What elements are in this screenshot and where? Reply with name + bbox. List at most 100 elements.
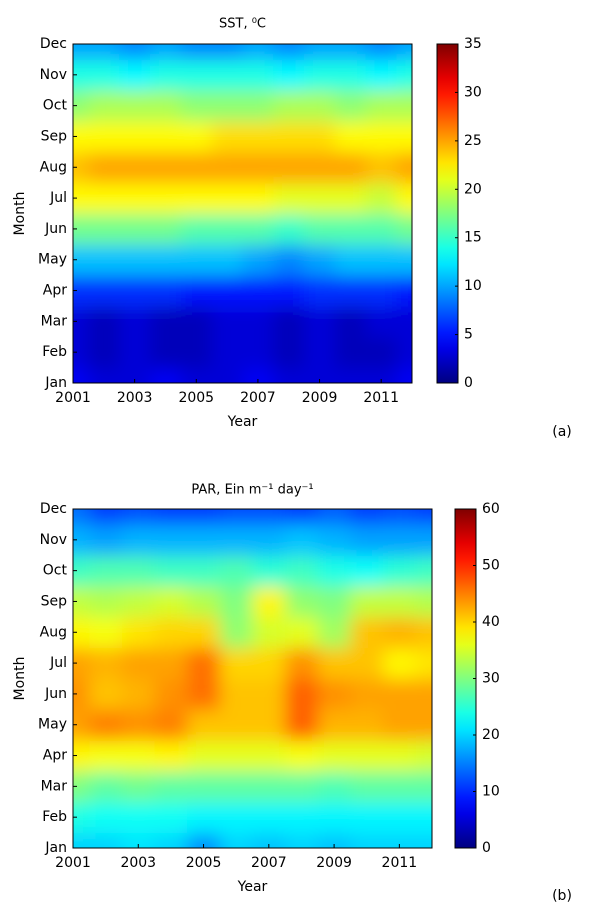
plot-frame	[72, 43, 413, 384]
heat-cell	[273, 44, 305, 60]
heat-cell	[180, 213, 213, 245]
heat-cell	[365, 275, 398, 307]
heat-cell	[219, 770, 253, 803]
heat-cell	[304, 182, 336, 214]
y-tick-label: Mar	[41, 313, 68, 329]
heat-cell	[150, 244, 182, 276]
heat-cell	[154, 709, 188, 741]
heat-cell	[334, 59, 367, 91]
y-tick-label: Sep	[41, 593, 68, 609]
heat-cell	[121, 740, 156, 772]
heat-cell	[89, 678, 123, 710]
heat-cell	[73, 586, 90, 618]
heat-cell	[334, 182, 367, 214]
heat-cell	[304, 90, 336, 122]
heat-cell	[383, 740, 417, 772]
heat-cell	[88, 182, 120, 214]
x-tick-label: 2001	[55, 855, 91, 871]
heat-cell	[73, 213, 89, 245]
heat-cell	[73, 555, 90, 587]
heat-cell	[317, 509, 351, 525]
x-tick-label: 2003	[120, 855, 156, 871]
heat-cell	[273, 182, 305, 214]
y-axis-label: Month	[12, 192, 28, 236]
heat-cell	[304, 213, 336, 245]
heat-cell	[73, 709, 90, 741]
heat-cell	[242, 121, 274, 153]
heat-cell	[88, 305, 120, 338]
colorbar-tick-label: 5	[464, 327, 473, 343]
heat-cell	[121, 509, 156, 525]
heat-cell	[121, 524, 156, 556]
heat-cell	[415, 832, 432, 848]
heat-cell	[350, 647, 384, 679]
heat-cell	[88, 44, 120, 60]
heat-cell	[211, 336, 243, 369]
heat-cell	[150, 367, 182, 383]
heat-cell	[154, 555, 188, 587]
heat-cell	[150, 90, 182, 122]
heat-cell	[73, 616, 90, 649]
heat-cell	[154, 740, 188, 772]
heat-cell	[88, 367, 120, 383]
heat-cell	[119, 151, 151, 184]
heat-cell	[88, 213, 120, 245]
heat-cell	[154, 770, 188, 803]
heat-cell	[180, 182, 213, 214]
x-tick-label: 2009	[316, 855, 352, 871]
heat-cell	[304, 244, 336, 276]
heat-cell	[180, 44, 213, 60]
heat-cell	[242, 275, 274, 307]
heat-cell	[180, 305, 213, 338]
heat-cell	[365, 44, 398, 60]
heat-cell	[119, 275, 151, 307]
heat-cell	[242, 367, 274, 383]
heat-cell	[121, 555, 156, 587]
heat-cell	[285, 770, 319, 803]
heat-cell	[119, 121, 151, 153]
heat-cell	[211, 367, 243, 383]
heat-cell	[252, 509, 286, 525]
heat-cell	[187, 616, 221, 649]
panel-label: (a)	[552, 424, 572, 440]
heat-cell	[383, 586, 417, 618]
heat-cell	[89, 555, 123, 587]
x-tick-label: 2005	[186, 855, 222, 871]
heat-cell	[88, 275, 120, 307]
y-tick-label: Jul	[49, 655, 67, 671]
heat-cell	[89, 509, 123, 525]
heat-cell	[211, 151, 243, 184]
heat-cell	[219, 647, 253, 679]
heat-cell	[211, 275, 243, 307]
heat-cell	[334, 336, 367, 369]
heat-cell	[219, 801, 253, 834]
heat-cell	[73, 305, 89, 338]
heat-cell	[154, 586, 188, 618]
heat-cell	[285, 586, 319, 618]
heat-cell	[88, 244, 120, 276]
heat-cell	[273, 213, 305, 245]
heat-cell	[211, 121, 243, 153]
heat-cell	[180, 367, 213, 383]
heat-cell	[304, 367, 336, 383]
heat-cell	[396, 275, 412, 307]
x-tick-label: 2003	[117, 390, 153, 406]
y-tick-label: Sep	[41, 128, 68, 144]
heat-cell	[304, 336, 336, 369]
heat-cell	[317, 586, 351, 618]
heat-cell	[383, 832, 417, 848]
heat-cell	[73, 509, 90, 525]
colorbar-tick-label: 20	[482, 727, 500, 743]
heat-cell	[415, 801, 432, 834]
colorbar-tick-label: 60	[482, 501, 500, 517]
colorbar-tick-label: 15	[464, 230, 482, 246]
heat-cell	[211, 44, 243, 60]
x-tick-label: 2007	[251, 855, 287, 871]
heat-cell	[119, 244, 151, 276]
heat-cell	[252, 678, 286, 710]
heat-cell	[180, 59, 213, 91]
heat-cell	[150, 44, 182, 60]
heat-cell	[415, 586, 432, 618]
heat-cell	[365, 151, 398, 184]
